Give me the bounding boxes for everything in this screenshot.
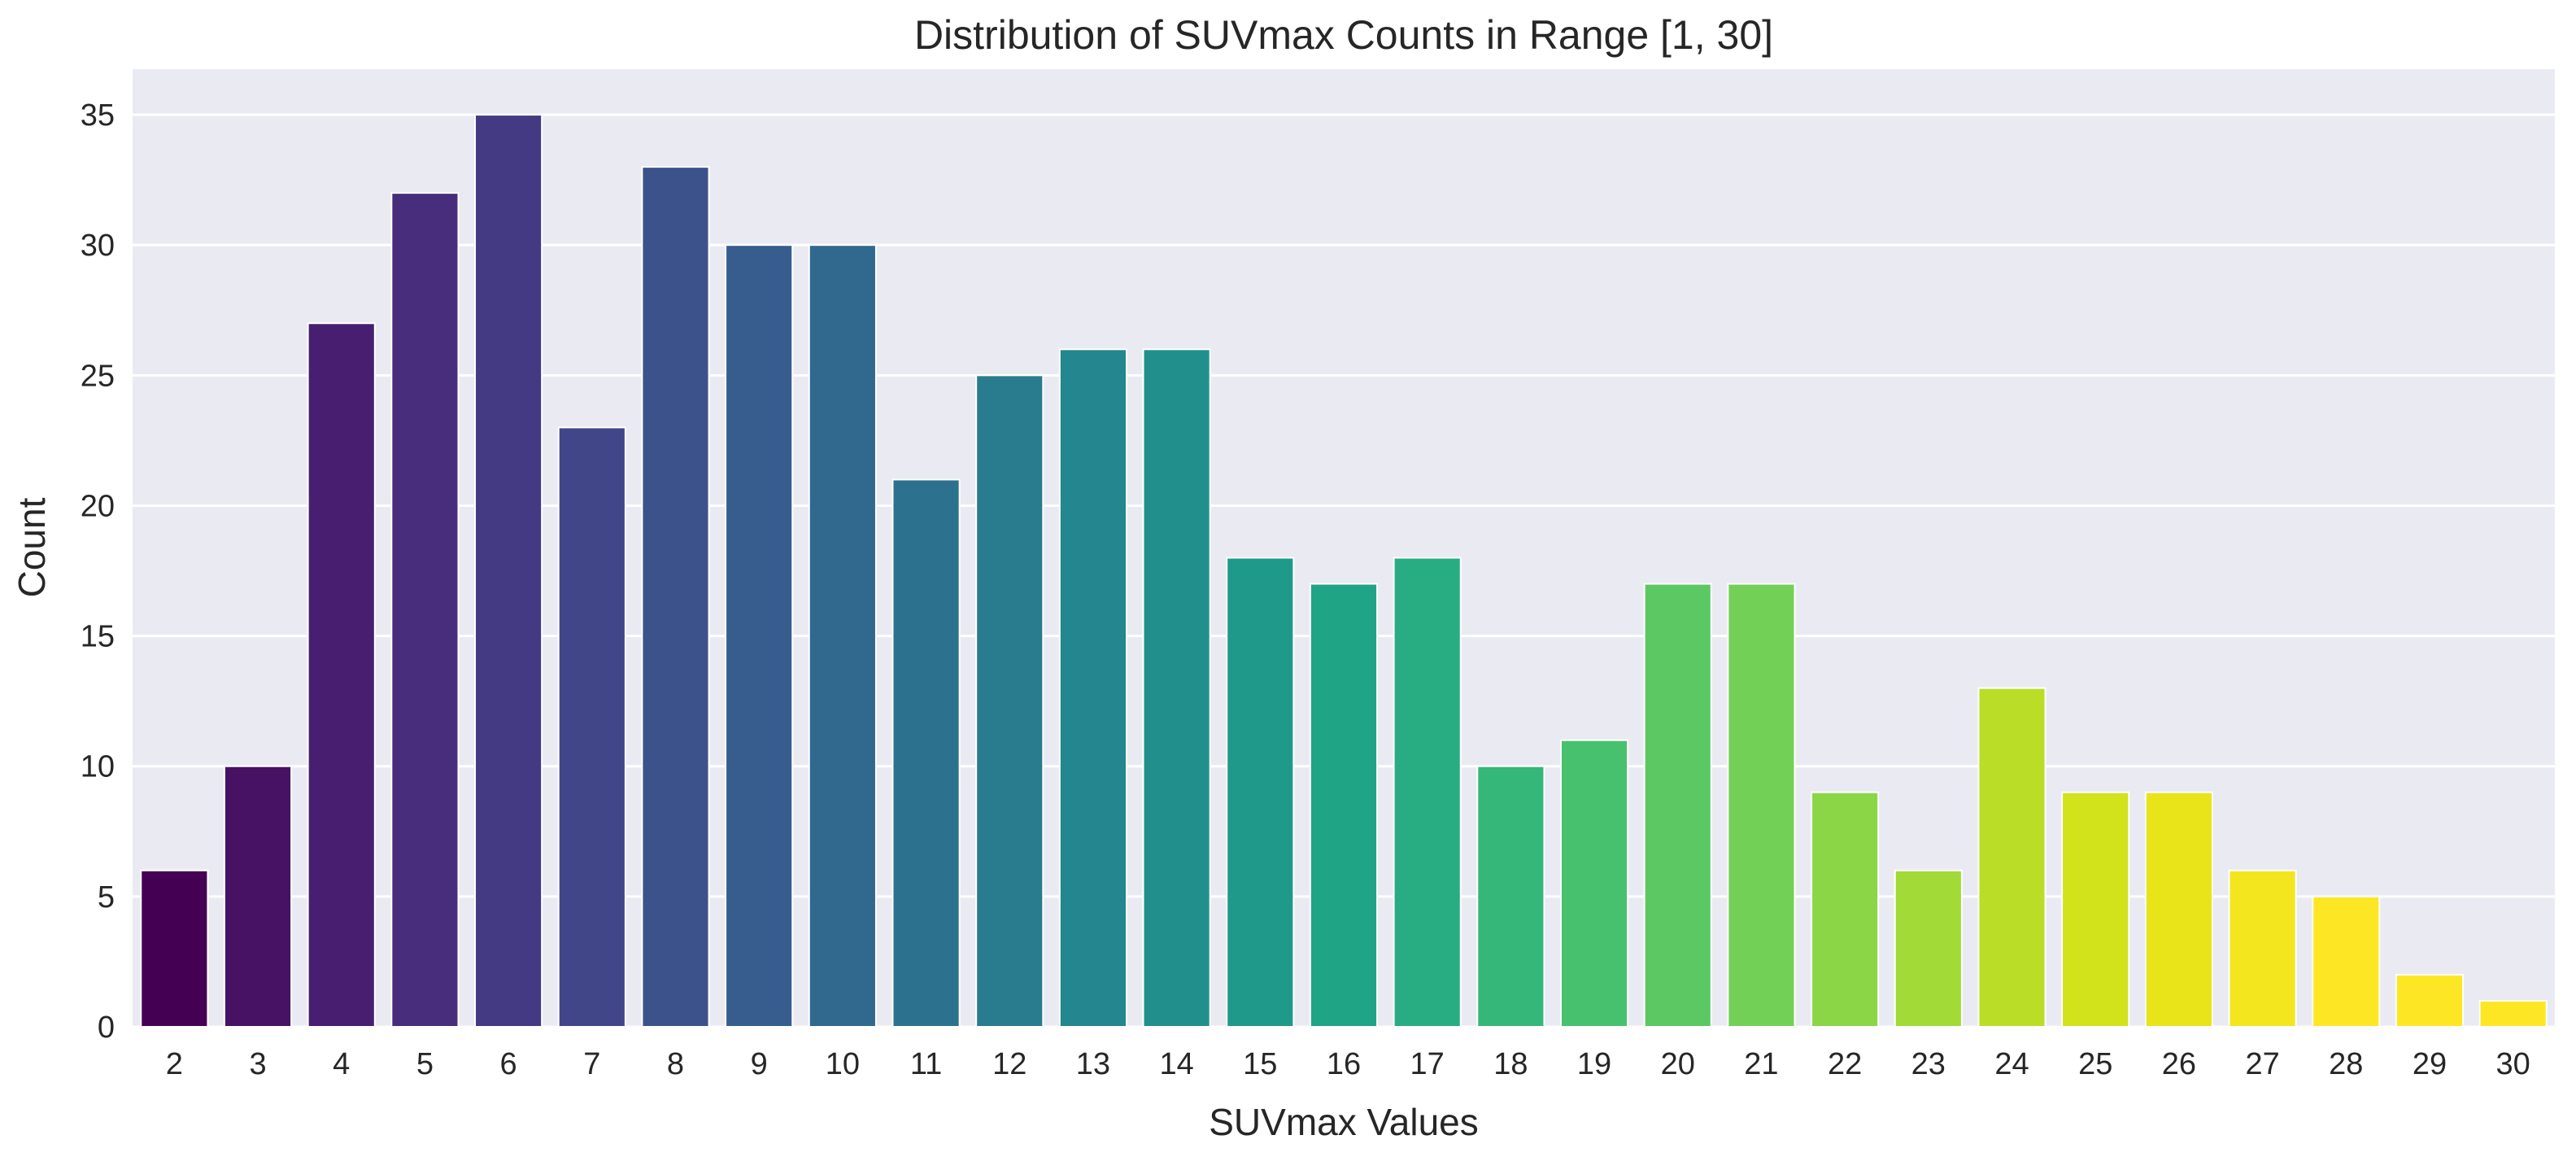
bar-26 bbox=[2144, 791, 2213, 1028]
bar-28 bbox=[2312, 895, 2381, 1028]
x-tick-label: 30 bbox=[2496, 1047, 2530, 1081]
y-tick-label: 0 bbox=[98, 1011, 115, 1045]
x-tick-label: 22 bbox=[1828, 1047, 1862, 1081]
bar-15 bbox=[1226, 557, 1295, 1028]
x-tick-label: 19 bbox=[1577, 1047, 1611, 1081]
y-axis-ticks: 0 5 10 15 20 25 30 35 bbox=[81, 98, 115, 1045]
bar-27 bbox=[2228, 869, 2297, 1028]
bar-6 bbox=[474, 114, 543, 1028]
bar-13 bbox=[1058, 348, 1128, 1028]
bar-7 bbox=[557, 426, 626, 1028]
x-tick-label: 24 bbox=[1994, 1047, 2029, 1081]
bar-25 bbox=[2061, 791, 2130, 1028]
chart-title: Distribution of SUVmax Counts in Range [… bbox=[914, 12, 1773, 58]
bar-19 bbox=[1559, 739, 1629, 1028]
y-axis-label: Count bbox=[11, 497, 53, 597]
bar-29 bbox=[2395, 973, 2465, 1028]
bar-30 bbox=[2478, 999, 2548, 1028]
x-tick-label: 2 bbox=[166, 1047, 183, 1081]
y-tick-label: 15 bbox=[81, 620, 115, 654]
y-tick-label: 30 bbox=[81, 229, 115, 263]
x-tick-label: 21 bbox=[1744, 1047, 1778, 1081]
x-tick-label: 16 bbox=[1327, 1047, 1361, 1081]
bar-16 bbox=[1309, 583, 1379, 1028]
bar-5 bbox=[390, 192, 460, 1028]
x-tick-label: 23 bbox=[1911, 1047, 1946, 1081]
x-tick-label: 3 bbox=[249, 1047, 266, 1081]
bar-17 bbox=[1393, 557, 1462, 1028]
x-tick-label: 6 bbox=[500, 1047, 517, 1081]
bar-12 bbox=[975, 374, 1044, 1028]
y-tick-label: 25 bbox=[81, 359, 115, 393]
x-tick-label: 12 bbox=[992, 1047, 1026, 1081]
bar-14 bbox=[1142, 348, 1211, 1028]
x-axis-label: SUVmax Values bbox=[1209, 1101, 1479, 1143]
x-tick-label: 4 bbox=[333, 1047, 350, 1081]
bar-3 bbox=[223, 765, 293, 1028]
bar-22 bbox=[1811, 791, 1880, 1028]
bar-series bbox=[140, 114, 2548, 1028]
y-tick-label: 5 bbox=[98, 880, 115, 915]
bar-23 bbox=[1894, 869, 1963, 1028]
x-tick-label: 27 bbox=[2245, 1047, 2279, 1081]
bar-10 bbox=[808, 244, 877, 1028]
x-tick-label: 17 bbox=[1410, 1047, 1445, 1081]
x-tick-label: 8 bbox=[667, 1047, 684, 1081]
x-tick-label: 7 bbox=[583, 1047, 600, 1081]
y-tick-label: 35 bbox=[81, 98, 115, 133]
x-axis-ticks: 2 3 4 5 6 7 8 9 10 11 12 13 14 15 16 17 18 19 20 21 22 23 24 25… bbox=[166, 1047, 2530, 1081]
x-tick-label: 10 bbox=[826, 1047, 860, 1081]
bar-21 bbox=[1727, 583, 1796, 1028]
y-tick-label: 10 bbox=[81, 750, 115, 784]
x-tick-label: 14 bbox=[1159, 1047, 1193, 1081]
x-tick-label: 26 bbox=[2162, 1047, 2196, 1081]
x-tick-label: 18 bbox=[1493, 1047, 1528, 1081]
x-tick-label: 5 bbox=[416, 1047, 434, 1081]
bar-20 bbox=[1643, 583, 1712, 1028]
bar-24 bbox=[1977, 687, 2046, 1028]
bar-2 bbox=[140, 869, 209, 1028]
bar-8 bbox=[641, 166, 710, 1028]
x-tick-label: 15 bbox=[1243, 1047, 1277, 1081]
x-tick-label: 29 bbox=[2413, 1047, 2447, 1081]
bar-18 bbox=[1476, 765, 1545, 1028]
x-tick-label: 25 bbox=[2078, 1047, 2112, 1081]
bar-11 bbox=[891, 478, 961, 1028]
x-tick-label: 20 bbox=[1661, 1047, 1695, 1081]
x-tick-label: 9 bbox=[751, 1047, 768, 1081]
y-tick-label: 20 bbox=[81, 489, 115, 523]
bar-4 bbox=[307, 322, 376, 1028]
bar-9 bbox=[725, 244, 794, 1028]
x-tick-label: 28 bbox=[2329, 1047, 2363, 1081]
x-tick-label: 13 bbox=[1076, 1047, 1110, 1081]
x-tick-label: 11 bbox=[910, 1047, 942, 1081]
